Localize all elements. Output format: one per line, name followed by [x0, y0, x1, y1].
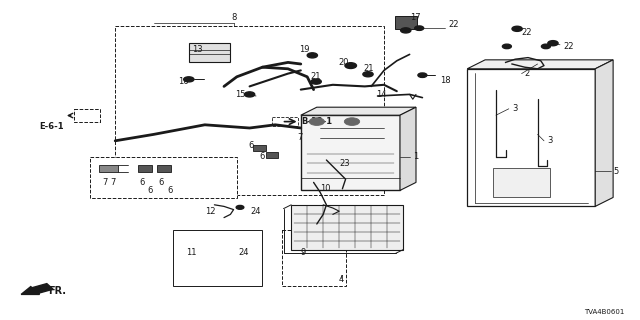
Text: 7: 7 [110, 178, 115, 187]
Bar [90, 157, 237, 198]
Text: 22: 22 [563, 42, 573, 51]
Text: 22: 22 [448, 20, 458, 28]
Bar [115, 26, 384, 195]
Text: E-6-1: E-6-1 [40, 122, 64, 131]
Text: FR.: FR. [48, 286, 66, 296]
Text: 16: 16 [178, 77, 189, 86]
Circle shape [502, 44, 511, 49]
Circle shape [309, 118, 324, 125]
Bar [189, 43, 230, 62]
Text: 6: 6 [147, 186, 152, 195]
Text: 3: 3 [512, 104, 517, 113]
Bar [74, 109, 100, 122]
Text: 18: 18 [440, 76, 451, 84]
Text: 6: 6 [168, 186, 173, 195]
Text: 1: 1 [413, 152, 418, 161]
Bar [395, 16, 417, 29]
Circle shape [401, 28, 411, 33]
Circle shape [512, 26, 522, 31]
Bar [138, 165, 152, 172]
Text: 6: 6 [248, 141, 253, 150]
Polygon shape [400, 107, 416, 190]
Circle shape [345, 63, 356, 68]
Circle shape [344, 118, 360, 125]
Text: 17: 17 [410, 13, 420, 22]
Text: 4: 4 [339, 276, 344, 284]
Circle shape [541, 44, 550, 49]
Text: TVA4B0601: TVA4B0601 [584, 309, 624, 315]
Text: 5: 5 [613, 167, 618, 176]
Text: 21: 21 [364, 64, 374, 73]
Text: 21: 21 [310, 72, 321, 81]
Polygon shape [301, 107, 416, 115]
Text: 6: 6 [259, 152, 264, 161]
Text: 23: 23 [339, 159, 350, 168]
Text: 11: 11 [186, 248, 196, 257]
Polygon shape [595, 60, 613, 206]
Text: 20: 20 [338, 58, 348, 67]
Text: 9: 9 [301, 248, 306, 257]
Circle shape [363, 72, 373, 77]
Bar [266, 152, 278, 158]
Bar [272, 117, 298, 126]
Text: 24: 24 [238, 248, 248, 257]
Polygon shape [467, 60, 613, 69]
Text: 6: 6 [159, 178, 164, 187]
Bar [253, 145, 266, 151]
Text: 19: 19 [300, 45, 310, 54]
Text: 12: 12 [205, 207, 215, 216]
Text: 6: 6 [140, 178, 145, 187]
Circle shape [184, 77, 194, 82]
Text: 3: 3 [547, 136, 552, 145]
Circle shape [244, 92, 255, 97]
Circle shape [311, 79, 321, 84]
Circle shape [548, 41, 558, 46]
Bar [173, 230, 262, 286]
Text: 7: 7 [298, 133, 303, 142]
Text: 22: 22 [522, 28, 532, 36]
Circle shape [307, 53, 317, 58]
Bar [282, 230, 346, 286]
Text: B-13-1: B-13-1 [301, 117, 332, 126]
Text: 2: 2 [525, 69, 530, 78]
Text: 10: 10 [320, 184, 330, 193]
Text: 24: 24 [251, 207, 261, 216]
Text: 8: 8 [231, 13, 236, 22]
Text: 14: 14 [376, 90, 386, 99]
FancyArrow shape [21, 284, 53, 294]
Bar [301, 115, 400, 190]
Bar [467, 69, 595, 206]
Circle shape [236, 205, 244, 209]
Text: 13: 13 [192, 45, 203, 54]
Bar [157, 165, 171, 172]
Text: 7: 7 [102, 178, 108, 187]
Text: 15: 15 [236, 90, 246, 99]
Circle shape [415, 26, 424, 30]
Bar [291, 205, 403, 250]
Bar [99, 165, 118, 172]
Circle shape [418, 73, 427, 77]
Bar [493, 168, 550, 197]
